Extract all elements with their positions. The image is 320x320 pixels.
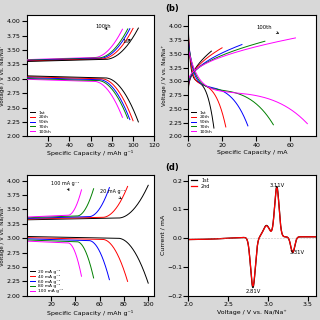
Legend: 1st, 20th, 50th, 70th, 100th: 1st, 20th, 50th, 70th, 100th: [191, 110, 213, 134]
2nd: [251, 284, 255, 288]
Text: (b): (b): [165, 4, 179, 13]
Text: 100th: 100th: [256, 25, 278, 34]
2nd: [314, 235, 318, 239]
2nd: [275, 186, 279, 190]
Legend: 20 mA g⁻¹, 40 mA g⁻¹, 60 mA g⁻¹, 80 mA g⁻¹, 100 mA g⁻¹: 20 mA g⁻¹, 40 mA g⁻¹, 60 mA g⁻¹, 80 mA g…: [29, 269, 64, 293]
2nd: [201, 237, 205, 241]
2nd: [298, 235, 302, 239]
1st: [209, 237, 212, 241]
Legend: 1st, 2nd: 1st, 2nd: [191, 177, 211, 189]
Y-axis label: Voltage / V vs. Na/Na⁺: Voltage / V vs. Na/Na⁺: [162, 45, 167, 107]
1st: [201, 237, 205, 241]
2nd: [209, 237, 212, 241]
Text: 3.31V: 3.31V: [289, 250, 304, 255]
1st: [275, 185, 279, 188]
1st: [314, 235, 318, 239]
Text: (d): (d): [165, 164, 179, 172]
1st: [298, 235, 302, 239]
Text: 3.11V: 3.11V: [269, 183, 284, 188]
2nd: [236, 236, 239, 240]
Line: 2nd: 2nd: [188, 188, 316, 286]
Text: 2.81V: 2.81V: [245, 289, 260, 294]
2nd: [241, 236, 245, 239]
2nd: [187, 238, 190, 242]
X-axis label: Specific Capacity / mA: Specific Capacity / mA: [217, 150, 287, 155]
2nd: [311, 235, 315, 239]
Text: 1st: 1st: [123, 39, 131, 44]
1st: [187, 238, 190, 242]
Y-axis label: Current / mA: Current / mA: [161, 215, 166, 255]
1st: [241, 236, 245, 239]
Text: 100th: 100th: [96, 24, 111, 29]
Text: 20 mA g⁻¹: 20 mA g⁻¹: [100, 189, 125, 199]
Y-axis label: Voltage / V vs. Na/Na⁺: Voltage / V vs. Na/Na⁺: [0, 45, 5, 107]
Legend: 1st, 20th, 50th, 70th, 100th: 1st, 20th, 50th, 70th, 100th: [29, 110, 52, 134]
Line: 1st: 1st: [188, 187, 316, 288]
Text: 100 mA g⁻¹: 100 mA g⁻¹: [51, 181, 79, 190]
X-axis label: Voltage / V vs. Na/Na⁺: Voltage / V vs. Na/Na⁺: [217, 310, 287, 315]
1st: [311, 235, 315, 239]
Y-axis label: Voltage / V vs. Na/Na⁺: Voltage / V vs. Na/Na⁺: [0, 205, 5, 266]
1st: [251, 286, 255, 290]
X-axis label: Specific Capacity / mAh g⁻¹: Specific Capacity / mAh g⁻¹: [47, 310, 134, 316]
1st: [236, 236, 239, 240]
X-axis label: Specific Capacity / mAh g⁻¹: Specific Capacity / mAh g⁻¹: [47, 150, 134, 156]
